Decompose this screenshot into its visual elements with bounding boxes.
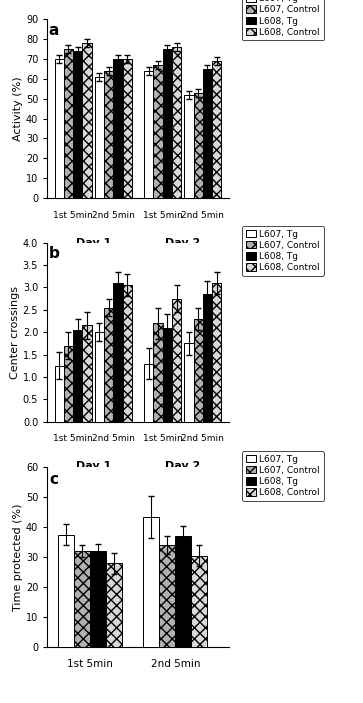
Bar	[203, 294, 212, 422]
Text: Day 2: Day 2	[165, 238, 200, 247]
Bar	[163, 328, 172, 422]
Bar	[54, 366, 64, 422]
Text: 2nd 5min: 2nd 5min	[92, 434, 135, 444]
Text: Day 1: Day 1	[76, 461, 111, 471]
Y-axis label: Center crossings: Center crossings	[10, 285, 20, 379]
Bar	[113, 59, 122, 198]
Text: 2nd 5min: 2nd 5min	[92, 211, 135, 220]
Text: 2nd 5min: 2nd 5min	[182, 434, 224, 444]
Text: 1st 5min: 1st 5min	[67, 659, 113, 669]
Text: a: a	[48, 23, 59, 38]
Bar	[172, 47, 181, 198]
Bar	[184, 95, 193, 198]
Bar	[64, 346, 73, 422]
Bar	[54, 59, 64, 198]
Bar	[163, 49, 172, 198]
Text: 2nd 5min: 2nd 5min	[151, 659, 200, 669]
Bar	[58, 535, 74, 647]
Text: Day 1: Day 1	[76, 238, 111, 247]
Bar	[104, 71, 113, 198]
Bar	[193, 93, 203, 198]
Y-axis label: Activity (%): Activity (%)	[13, 77, 23, 141]
Text: 1st 5min: 1st 5min	[53, 211, 93, 220]
Bar	[122, 59, 132, 198]
Legend: L607, Tg, L607, Control, L608, Tg, L608, Control: L607, Tg, L607, Control, L608, Tg, L608,…	[242, 226, 324, 276]
Bar	[143, 517, 159, 647]
Text: 1st 5min: 1st 5min	[53, 434, 93, 444]
Bar	[144, 71, 154, 198]
Text: 2nd 5min: 2nd 5min	[182, 211, 224, 220]
Bar	[193, 318, 203, 422]
Bar	[203, 69, 212, 198]
Bar	[74, 551, 90, 647]
Legend: L607, Tg, L607, Control, L608, Tg, L608, Control: L607, Tg, L607, Control, L608, Tg, L608,…	[242, 0, 324, 41]
Y-axis label: Time protected (%): Time protected (%)	[13, 503, 23, 611]
Bar	[82, 325, 91, 422]
Bar	[212, 283, 221, 422]
Bar	[159, 546, 175, 647]
Text: 1st 5min: 1st 5min	[143, 434, 183, 444]
Bar	[73, 51, 82, 198]
Bar	[212, 61, 221, 198]
Bar	[172, 299, 181, 422]
Text: Day 2: Day 2	[165, 461, 200, 471]
Bar	[106, 563, 122, 647]
Bar	[73, 330, 82, 422]
Text: 1st 5min: 1st 5min	[143, 211, 183, 220]
Text: b: b	[48, 246, 59, 261]
Bar	[113, 283, 122, 422]
Bar	[95, 333, 104, 422]
Bar	[82, 43, 91, 198]
Bar	[184, 343, 193, 422]
Bar	[144, 363, 154, 422]
Legend: L607, Tg, L607, Control, L608, Tg, L608, Control: L607, Tg, L607, Control, L608, Tg, L608,…	[242, 451, 324, 501]
Text: c: c	[49, 472, 58, 487]
Bar	[64, 49, 73, 198]
Bar	[122, 285, 132, 422]
Bar	[104, 307, 113, 422]
Bar	[191, 555, 207, 647]
Bar	[154, 65, 163, 198]
Bar	[175, 536, 191, 647]
Bar	[95, 77, 104, 198]
Bar	[90, 551, 106, 647]
Bar	[154, 323, 163, 422]
